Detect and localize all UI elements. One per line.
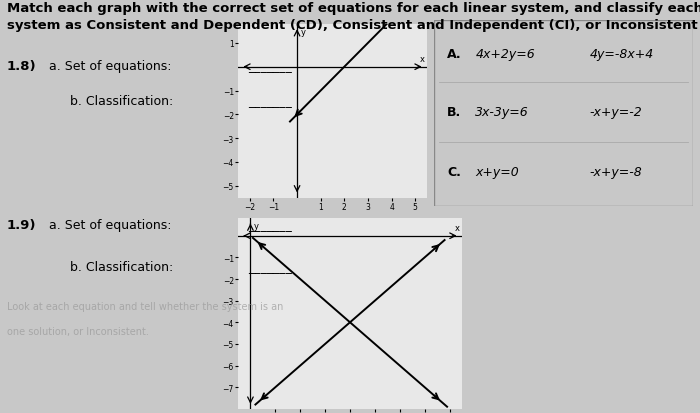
Text: _______: _______ (248, 260, 293, 273)
Text: a. Set of equations:: a. Set of equations: (49, 60, 172, 73)
Text: y: y (254, 221, 259, 230)
Text: 3x-3y=6: 3x-3y=6 (475, 106, 529, 119)
Text: a. Set of equations:: a. Set of equations: (49, 219, 172, 232)
Text: x: x (454, 224, 459, 233)
Text: Match each graph with the correct set of equations for each linear system, and c: Match each graph with the correct set of… (7, 2, 700, 15)
Text: y: y (300, 28, 306, 37)
Text: x+y=0: x+y=0 (475, 166, 519, 178)
Text: 1.9): 1.9) (7, 219, 36, 232)
Text: A.: A. (447, 47, 461, 61)
Text: B.: B. (447, 106, 461, 119)
Text: b. Classification:: b. Classification: (70, 260, 174, 273)
Text: C.: C. (447, 166, 461, 178)
Text: _______: _______ (248, 60, 293, 73)
Text: b. Classification:: b. Classification: (70, 95, 174, 108)
Text: -x+y=-2: -x+y=-2 (589, 106, 642, 119)
Text: Look at each equation and tell whether the system is an: Look at each equation and tell whether t… (7, 301, 284, 311)
Text: 4y=-8x+4: 4y=-8x+4 (589, 47, 654, 61)
Text: _______: _______ (248, 95, 293, 108)
Text: 1.8): 1.8) (7, 60, 36, 73)
Text: x: x (420, 55, 425, 64)
Text: _______: _______ (248, 219, 293, 232)
Text: -x+y=-8: -x+y=-8 (589, 166, 642, 178)
Text: one solution, or Inconsistent.: one solution, or Inconsistent. (7, 326, 149, 336)
Text: system as Consistent and Dependent (CD), Consistent and Independent (CI), or Inc: system as Consistent and Dependent (CD),… (7, 19, 700, 31)
Text: 4x+2y=6: 4x+2y=6 (475, 47, 536, 61)
